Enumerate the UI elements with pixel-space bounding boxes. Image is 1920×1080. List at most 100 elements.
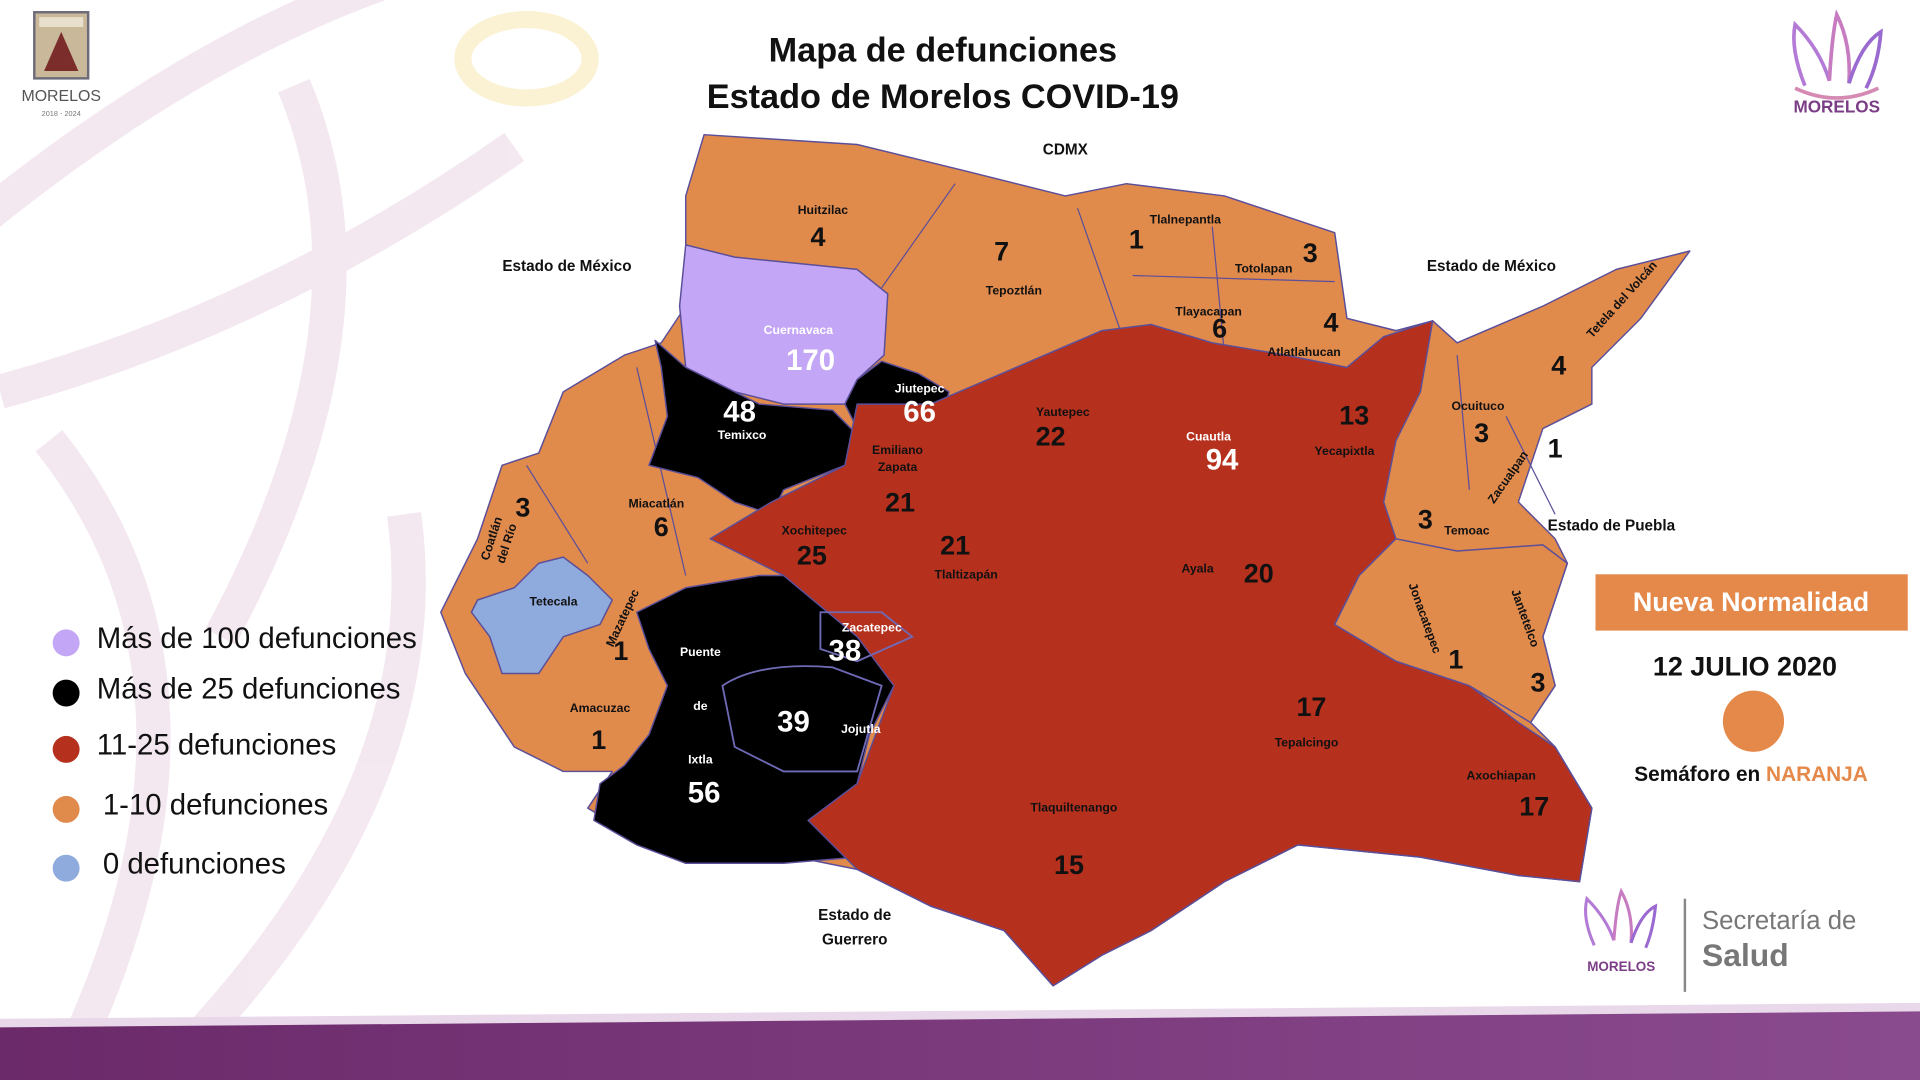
death-count: 15 xyxy=(1054,850,1084,880)
municipality-name: Tepoztlán xyxy=(986,284,1042,298)
municipality-name: Ayala xyxy=(1181,562,1213,576)
death-count: 38 xyxy=(829,634,862,667)
legend-label: 11-25 defunciones xyxy=(97,729,337,762)
municipality-name: Emiliano xyxy=(872,443,923,457)
legend-swatch xyxy=(52,854,80,882)
traffic-light-label: Semáforo en NARANJA xyxy=(1634,763,1867,786)
death-count: 94 xyxy=(1206,443,1239,476)
ministry-text: Salud xyxy=(1702,937,1789,973)
legend-label: Más de 25 defunciones xyxy=(97,672,401,705)
legend-swatch xyxy=(52,629,80,657)
municipality-name: Tlayacapan xyxy=(1175,304,1242,318)
death-count: 3 xyxy=(1530,668,1545,698)
municipality-name: Tepalcingo xyxy=(1275,735,1339,749)
death-count: 17 xyxy=(1296,692,1326,722)
death-count: 7 xyxy=(994,237,1009,267)
neighbor-label: Estado de México xyxy=(502,258,631,275)
logo-text: MORELOS xyxy=(1793,96,1880,116)
municipality-name: Huitzilac xyxy=(798,203,849,217)
death-count: 3 xyxy=(1474,418,1489,448)
death-count: 3 xyxy=(1303,238,1318,268)
background-decoration xyxy=(454,11,599,107)
death-count: 170 xyxy=(786,344,835,377)
death-count: 1 xyxy=(1548,434,1563,464)
background-decoration xyxy=(0,0,525,1065)
municipality-name: Yautepec xyxy=(1036,405,1090,419)
death-count: 39 xyxy=(777,705,810,738)
bottom-band xyxy=(0,1010,1920,1080)
death-count: 1 xyxy=(1129,224,1144,254)
legend: Más de 100 defunciones Más de 25 defuncio… xyxy=(52,622,417,882)
ministry-text: Secretaría de xyxy=(1702,907,1856,935)
death-count: 4 xyxy=(1324,308,1339,338)
map-labels: Huitzilac 4 Tepoztlán 7 Tlalnepantla 1 Totolap… xyxy=(478,142,1676,949)
municipality-name: Ixtla xyxy=(688,753,713,767)
map xyxy=(440,133,1691,987)
morelos-logo xyxy=(1792,9,1883,100)
death-count: 4 xyxy=(1551,350,1566,380)
neighbor-label: Estado de xyxy=(818,907,891,924)
death-count: 25 xyxy=(797,540,827,570)
death-count: 6 xyxy=(654,512,669,542)
traffic-light-dot xyxy=(1722,690,1785,752)
municipality-name: Axochiapan xyxy=(1467,769,1536,783)
death-count: 4 xyxy=(810,222,825,252)
municipality-name: Tetecala xyxy=(529,595,577,609)
logo-text: MORELOS xyxy=(21,88,101,105)
death-count: 17 xyxy=(1519,791,1549,821)
death-count: 1 xyxy=(591,725,606,755)
morelos-logo-small xyxy=(1584,887,1658,949)
death-count: 21 xyxy=(940,530,970,560)
municipality-name: Cuautla xyxy=(1186,429,1231,443)
legend-label: Más de 100 defunciones xyxy=(97,622,417,655)
legend-swatch xyxy=(52,735,80,763)
municipality-name: Ocuituco xyxy=(1451,399,1504,413)
legend-label: 1-10 defunciones xyxy=(103,789,328,822)
title: Estado de Morelos COVID-19 xyxy=(707,78,1179,116)
municipality-name: Jojutla xyxy=(841,722,881,736)
traffic-light-color: NARANJA xyxy=(1766,763,1868,786)
municipality-region xyxy=(709,320,1593,987)
municipality-name: Tlaquiltenango xyxy=(1030,800,1117,814)
municipality-name: Amacuzac xyxy=(570,701,631,715)
municipality-name: Temixco xyxy=(718,428,767,442)
death-count: 48 xyxy=(723,396,756,429)
municipality-name: Tlalnepantla xyxy=(1150,213,1222,227)
legend-swatch xyxy=(52,795,80,823)
neighbor-label: Guerrero xyxy=(822,931,887,948)
municipality-name: Temoac xyxy=(1444,524,1490,538)
municipality-name: Tlaltizapán xyxy=(935,568,998,582)
state-emblem xyxy=(33,11,90,80)
municipality-name: Atlatlahucan xyxy=(1267,345,1340,359)
municipality-name: Miacatlán xyxy=(628,497,684,511)
title: Mapa de defunciones xyxy=(769,32,1117,70)
legend-swatch xyxy=(52,679,80,707)
death-count: 13 xyxy=(1339,401,1369,431)
logo-text: MORELOS xyxy=(1587,959,1655,974)
date-label: 12 JULIO 2020 xyxy=(1653,652,1837,682)
municipality-region xyxy=(470,556,613,675)
neighbor-label: Estado de México xyxy=(1427,258,1556,275)
death-count: 22 xyxy=(1036,421,1066,451)
death-count: 1 xyxy=(1448,644,1463,674)
municipality-name: Totolapan xyxy=(1235,262,1293,276)
municipality-name: Cuernavaca xyxy=(764,323,834,337)
internal-borders xyxy=(526,183,1556,576)
municipality-name: Xochitepec xyxy=(782,524,847,538)
bottom-band-edge xyxy=(0,1002,1920,1028)
municipality-region xyxy=(1333,538,1569,724)
neighbor-label: CDMX xyxy=(1043,142,1089,159)
municipality-name: Zapata xyxy=(878,460,918,474)
neighbor-label: Estado de Puebla xyxy=(1548,518,1676,535)
traffic-light-text: Semáforo en xyxy=(1634,763,1760,786)
municipality-name: Zacatepec xyxy=(842,620,902,634)
municipality-name: Puente xyxy=(680,645,721,659)
municipality-name: Jiutepec xyxy=(895,382,945,396)
legend-label: 0 defunciones xyxy=(103,847,286,880)
phase-label: Nueva Normalidad xyxy=(1633,587,1869,617)
death-count: 6 xyxy=(1212,314,1227,344)
death-count: 1 xyxy=(613,636,628,666)
death-count: 66 xyxy=(903,396,936,429)
